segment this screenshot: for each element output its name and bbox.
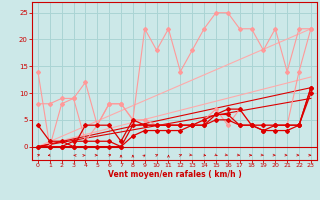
X-axis label: Vent moyen/en rafales ( km/h ): Vent moyen/en rafales ( km/h ) <box>108 170 241 179</box>
